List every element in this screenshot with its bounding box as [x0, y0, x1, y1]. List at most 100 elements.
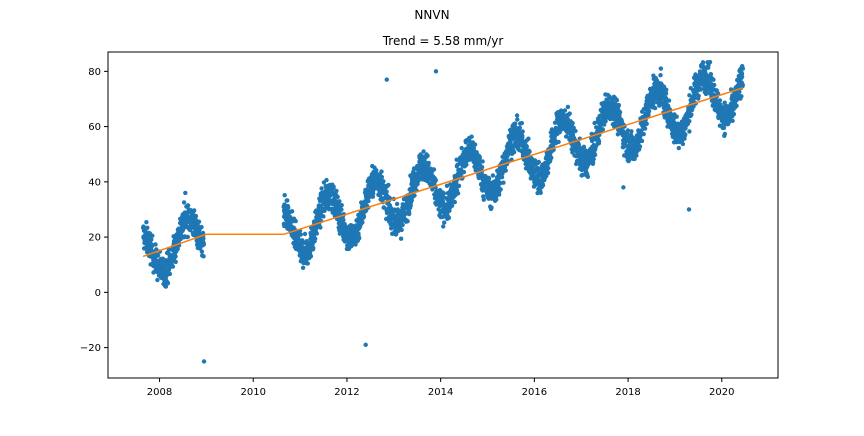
data-point — [689, 107, 695, 113]
data-point — [556, 139, 561, 145]
x-tick-label: 2014 — [428, 387, 453, 398]
data-point — [285, 198, 290, 203]
data-point — [567, 111, 572, 116]
data-point — [321, 214, 326, 219]
data-point — [499, 175, 505, 180]
data-point — [580, 172, 586, 177]
data-point — [564, 134, 569, 139]
x-tick-label: 2008 — [147, 387, 172, 398]
data-point — [687, 93, 692, 98]
data-point — [603, 119, 608, 124]
data-point — [520, 129, 525, 134]
data-point — [175, 246, 180, 252]
data-point — [199, 224, 204, 230]
data-point — [461, 169, 467, 175]
data-point — [581, 144, 587, 149]
data-point — [513, 121, 518, 126]
data-point — [632, 156, 637, 162]
data-point — [394, 201, 400, 207]
data-point — [712, 82, 717, 88]
x-tick-label: 2012 — [334, 387, 359, 398]
data-point — [181, 200, 187, 205]
data-point — [639, 138, 645, 144]
data-point — [689, 112, 694, 117]
trend-line — [142, 87, 744, 258]
data-point — [173, 254, 178, 259]
data-point — [498, 187, 503, 192]
data-point — [446, 215, 452, 220]
data-point — [731, 111, 737, 117]
data-point — [199, 249, 205, 254]
data-point — [496, 192, 502, 197]
data-point — [625, 128, 631, 133]
data-point — [282, 193, 287, 198]
data-point — [663, 96, 669, 101]
data-point — [409, 198, 414, 203]
data-point — [696, 93, 701, 99]
data-point — [289, 209, 295, 214]
data-point — [616, 102, 621, 108]
data-point — [565, 104, 571, 110]
data-point — [398, 236, 404, 241]
data-point-outlier — [686, 207, 692, 212]
data-point — [360, 220, 365, 225]
data-point — [314, 231, 319, 236]
data-point — [641, 131, 646, 137]
data-point — [459, 145, 464, 151]
data-point — [591, 156, 596, 162]
data-point — [519, 120, 524, 126]
data-point — [642, 126, 648, 131]
y-tick-label: 60 — [88, 122, 101, 133]
data-point — [489, 205, 494, 210]
data-point — [442, 220, 447, 225]
data-point — [339, 207, 344, 212]
data-point — [737, 89, 742, 95]
data-point — [501, 180, 506, 185]
data-point — [658, 73, 663, 78]
x-axis-ticks: 2008 2010 2012 2014 2016 2018 2020 — [147, 378, 735, 398]
data-point — [308, 254, 314, 259]
data-point — [311, 245, 316, 251]
data-point — [585, 174, 591, 179]
data-point — [614, 98, 620, 103]
data-point — [634, 153, 639, 158]
data-point — [676, 145, 681, 151]
data-point — [334, 188, 339, 194]
data-point — [399, 227, 404, 233]
data-point — [155, 277, 160, 283]
x-tick-label: 2016 — [522, 387, 547, 398]
y-tick-label: 0 — [95, 288, 101, 299]
data-point — [570, 121, 575, 126]
data-point — [441, 224, 446, 229]
data-point — [405, 219, 410, 224]
data-point-outlier — [658, 66, 664, 71]
data-point — [637, 144, 643, 149]
data-point — [418, 152, 423, 157]
data-point — [739, 94, 744, 99]
data-point — [412, 193, 417, 198]
data-point — [664, 87, 669, 92]
data-point — [145, 225, 150, 230]
x-tick-label: 2020 — [709, 387, 734, 398]
data-point — [357, 236, 362, 241]
data-point — [381, 205, 387, 210]
data-point — [486, 176, 492, 181]
data-point — [302, 231, 308, 237]
data-point — [170, 264, 176, 269]
data-point — [192, 208, 197, 213]
data-point — [421, 149, 426, 154]
data-point — [472, 142, 478, 147]
data-point — [293, 218, 298, 224]
data-point — [602, 122, 607, 127]
data-point — [433, 178, 438, 183]
data-point — [627, 157, 632, 162]
data-point — [623, 142, 628, 147]
data-point-outlier — [384, 77, 389, 82]
data-point — [366, 198, 371, 204]
data-point — [644, 121, 649, 127]
data-point — [687, 129, 692, 134]
data-point — [545, 170, 551, 176]
data-point — [477, 155, 482, 161]
data-point — [562, 108, 568, 113]
